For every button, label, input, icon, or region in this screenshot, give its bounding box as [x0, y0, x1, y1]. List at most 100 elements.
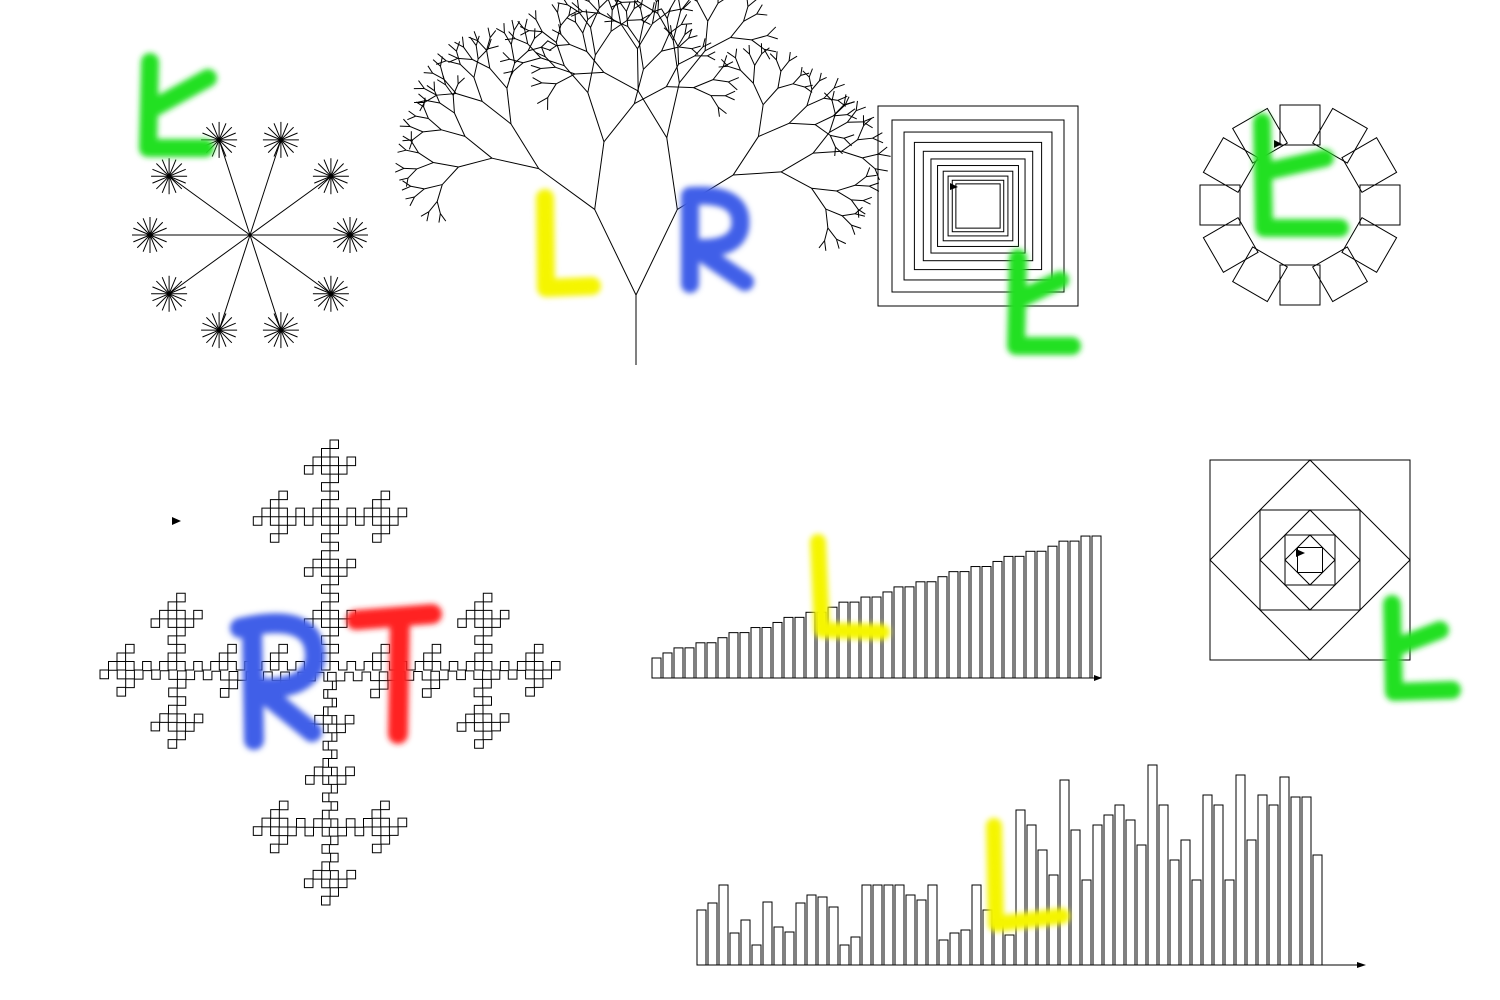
branch-line — [530, 82, 542, 87]
sorted-bar — [772, 621, 783, 679]
branch-line — [818, 240, 825, 249]
branch-line — [611, 0, 619, 11]
branch-line — [752, 83, 764, 105]
ring-square — [1341, 136, 1398, 194]
branch-line — [419, 102, 425, 112]
branch-line — [854, 206, 863, 215]
branch-line — [540, 40, 549, 48]
sorted-bar — [904, 586, 915, 679]
branch-line — [691, 45, 701, 50]
branch-line — [854, 213, 866, 217]
random-bar — [828, 906, 839, 966]
branch-line — [576, 0, 580, 13]
branch-line — [678, 50, 706, 84]
green-l-mark-rot — [1383, 595, 1461, 701]
branch-line — [454, 41, 464, 48]
branch-line — [655, 0, 657, 3]
branch-line — [555, 42, 565, 66]
branch-line — [468, 36, 478, 42]
branch-line — [486, 50, 491, 69]
turtle-cursor-icon — [172, 517, 181, 525]
branch-line — [401, 185, 411, 191]
branch-line — [627, 19, 641, 21]
sorted-bar — [838, 601, 849, 679]
branch-line — [503, 70, 514, 74]
branch-line — [473, 77, 483, 102]
branch-line — [426, 85, 435, 92]
turtle-cursor-icon — [1094, 675, 1102, 681]
branch-line — [452, 95, 455, 114]
branch-line — [491, 157, 539, 170]
nested-square — [922, 150, 1034, 262]
branch-line — [527, 46, 542, 52]
branch-line — [672, 40, 680, 83]
random-bar — [806, 894, 817, 966]
branch-line — [436, 201, 441, 214]
branch-line — [814, 115, 834, 126]
branch-line — [439, 56, 443, 67]
branch-line — [720, 58, 729, 67]
branch-line — [693, 79, 714, 89]
branch-line — [610, 1, 622, 8]
branch-line — [668, 0, 676, 12]
branch-line — [802, 70, 810, 78]
branch-line — [811, 187, 827, 210]
random-bar — [1290, 796, 1301, 966]
branch-line — [551, 4, 558, 13]
branch-line — [510, 30, 515, 45]
branch-line — [514, 38, 528, 45]
branch-line — [405, 149, 419, 154]
sorted-bar — [783, 616, 794, 679]
branch-line — [555, 73, 576, 85]
branch-line — [436, 93, 457, 96]
branch-line — [541, 31, 557, 43]
branch-line — [424, 94, 437, 103]
branch-line — [844, 101, 855, 106]
branch-line — [857, 125, 864, 140]
branch-line — [424, 88, 437, 96]
branch-line — [643, 50, 662, 70]
branch-line — [441, 129, 466, 137]
branch-line — [427, 65, 434, 74]
branch-line — [599, 12, 621, 24]
branch-line — [678, 46, 692, 50]
branch-line — [551, 29, 562, 35]
branch-line — [582, 19, 589, 34]
branch-line — [621, 1, 639, 3]
nested-square — [903, 131, 1053, 281]
branch-line — [574, 71, 604, 75]
branch-line — [707, 3, 719, 22]
branch-line — [603, 71, 639, 92]
rotated-square — [1297, 547, 1323, 573]
sorted-bar — [1069, 540, 1080, 679]
branch-line — [780, 60, 790, 72]
rotated-square — [1259, 509, 1361, 611]
branch-line — [637, 90, 668, 139]
branch-line — [851, 199, 864, 202]
branch-line — [854, 184, 870, 187]
branch-line — [789, 122, 816, 126]
branch-line — [437, 53, 447, 62]
branch-line — [439, 66, 445, 80]
ring-square — [1202, 136, 1259, 194]
tip-burst-line — [264, 322, 298, 338]
branch-line — [872, 132, 883, 139]
branch-line — [672, 10, 682, 41]
branch-line — [740, 69, 754, 84]
tip-burst-line — [202, 322, 236, 338]
branch-line — [818, 72, 822, 81]
rotated-square — [1284, 534, 1336, 586]
branch-line — [540, 66, 556, 70]
branch-line — [403, 118, 411, 127]
branch-line — [533, 28, 536, 39]
branch-line — [727, 81, 738, 91]
branch-line — [523, 57, 541, 64]
branch-line — [831, 100, 836, 115]
branch-line — [704, 21, 709, 51]
branch-line — [540, 57, 565, 67]
branch-line — [758, 122, 790, 138]
branch-line — [459, 63, 475, 78]
tip-burst-line — [333, 227, 367, 243]
branch-line — [677, 34, 686, 47]
branch-line — [749, 53, 756, 66]
